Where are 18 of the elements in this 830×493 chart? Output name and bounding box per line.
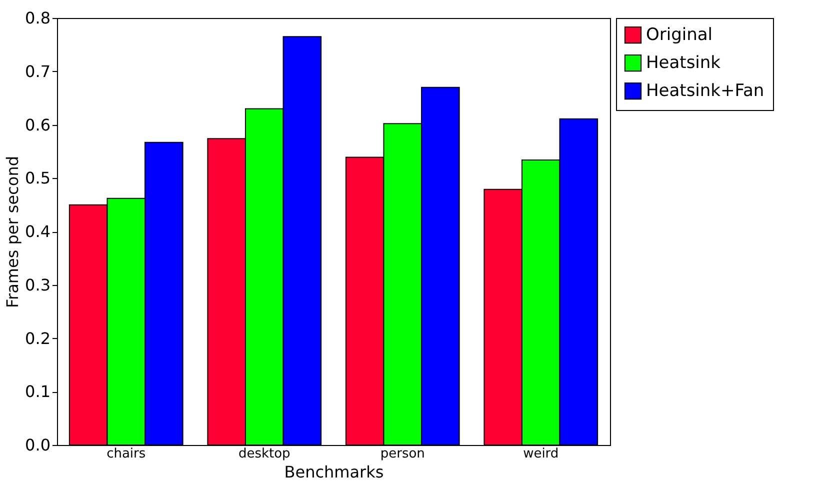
y-tick-label: 0.2 xyxy=(25,328,50,348)
x-tick-label: desktop xyxy=(238,446,290,462)
x-tick-label: chairs xyxy=(106,446,146,462)
y-tick-label: 0.6 xyxy=(25,115,50,134)
legend-label: Heatsink xyxy=(646,53,721,73)
y-axis-title: Frames per second xyxy=(3,156,22,308)
y-tick-label: 0.8 xyxy=(25,8,50,28)
x-axis-title: Benchmarks xyxy=(284,462,384,482)
y-tick-label: 0.5 xyxy=(25,168,50,188)
x-tick-label: weird xyxy=(523,446,559,462)
legend-label: Original xyxy=(646,25,713,45)
y-tick-label: 0.7 xyxy=(25,62,50,81)
y-tick-label: 0.0 xyxy=(25,436,50,454)
x-tick-label: person xyxy=(380,446,425,462)
legend-label: Heatsink+Fan xyxy=(646,81,764,101)
y-tick-label: 0.4 xyxy=(25,222,50,241)
y-tick-label: 0.1 xyxy=(25,382,50,402)
y-tick-label: 0.3 xyxy=(25,275,50,294)
